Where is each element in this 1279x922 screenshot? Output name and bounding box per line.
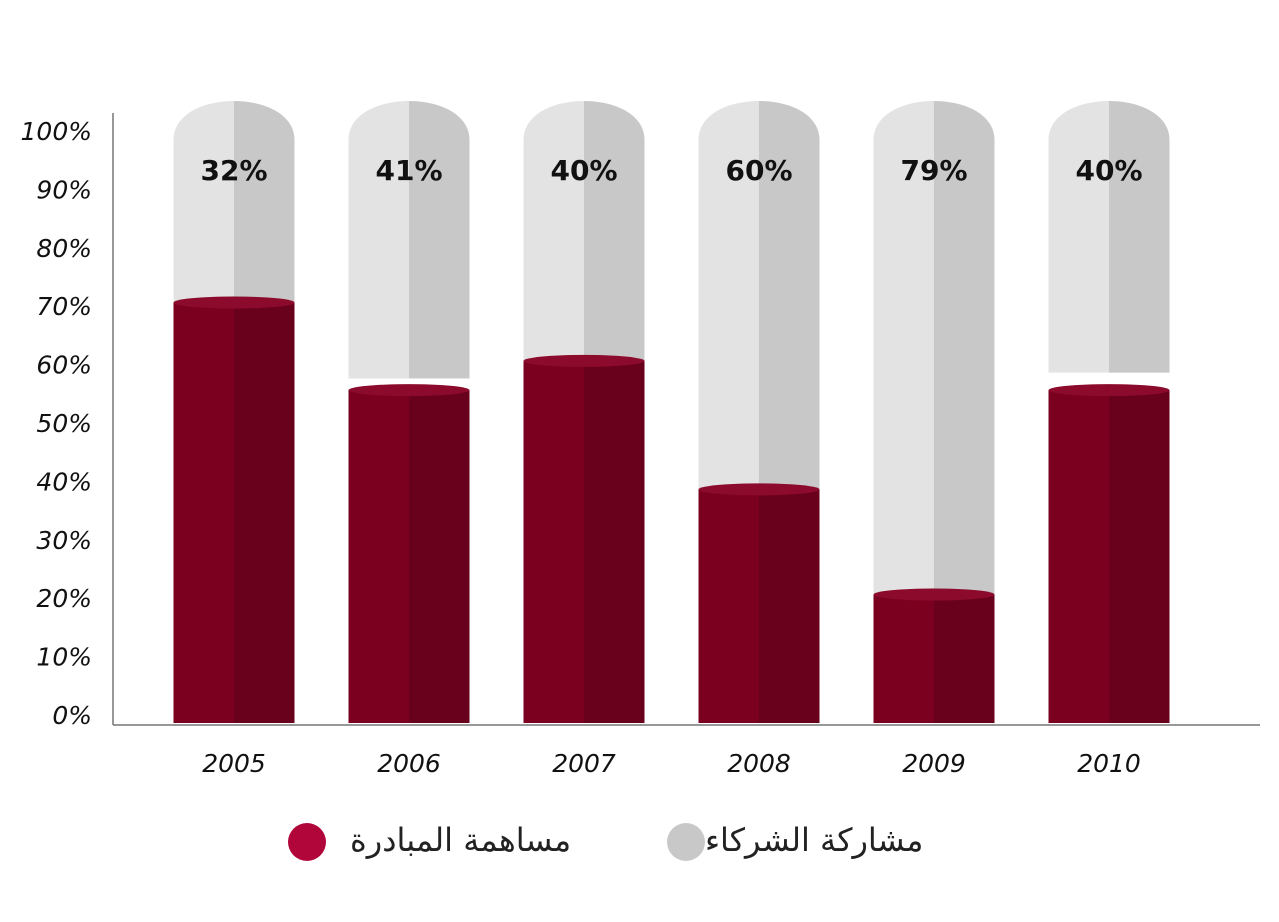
value-label: 40% xyxy=(550,154,617,187)
bar-initiative xyxy=(523,360,645,723)
y-tick-label: 80% xyxy=(36,234,92,263)
y-tick-label: 50% xyxy=(36,409,92,438)
x-tick-label: 2007 xyxy=(552,749,616,778)
x-tick-label: 2009 xyxy=(902,749,966,778)
bar-partner xyxy=(523,101,645,373)
bar-partner xyxy=(1048,101,1170,373)
bar-initiative xyxy=(873,594,995,723)
x-tick-label: 2006 xyxy=(377,749,441,778)
y-tick-label: 90% xyxy=(36,175,92,204)
y-tick-label: 30% xyxy=(36,526,92,555)
bar-partner xyxy=(873,101,995,601)
y-tick-label: 70% xyxy=(36,292,92,321)
bar-partner xyxy=(698,101,820,490)
legend-swatch xyxy=(667,823,705,861)
bar-cap xyxy=(173,296,295,309)
x-tick-label: 2010 xyxy=(1077,749,1141,778)
y-tick-label: 100% xyxy=(21,117,92,146)
bar-cap xyxy=(1048,384,1170,397)
value-label: 41% xyxy=(375,154,442,187)
bar-cap xyxy=(873,588,995,601)
value-label: 79% xyxy=(900,154,967,187)
x-tick-label: 2008 xyxy=(727,749,791,778)
legend-label: مشاركة الشركاء xyxy=(705,821,923,859)
y-tick-label: 60% xyxy=(36,351,92,380)
value-label: 60% xyxy=(725,154,792,187)
bar-partner xyxy=(173,101,295,326)
value-label: 40% xyxy=(1075,154,1142,187)
y-tick-label: 40% xyxy=(36,467,92,496)
x-tick-label: 2005 xyxy=(202,749,266,778)
legend-label: مساهمة المبادرة xyxy=(350,821,571,859)
legend-swatch xyxy=(288,823,326,861)
value-label: 32% xyxy=(200,154,267,187)
y-tick-label: 0% xyxy=(52,701,92,730)
bar-initiative xyxy=(698,489,820,723)
bar-partner xyxy=(348,101,470,379)
bar-initiative xyxy=(173,302,295,723)
y-tick-label: 20% xyxy=(36,584,92,613)
bar-initiative xyxy=(1048,390,1170,723)
bar-cap xyxy=(523,354,645,367)
y-tick-label: 10% xyxy=(36,643,92,672)
bar-initiative xyxy=(348,390,470,723)
bar-cap xyxy=(348,384,470,397)
bar-cap xyxy=(698,483,820,496)
